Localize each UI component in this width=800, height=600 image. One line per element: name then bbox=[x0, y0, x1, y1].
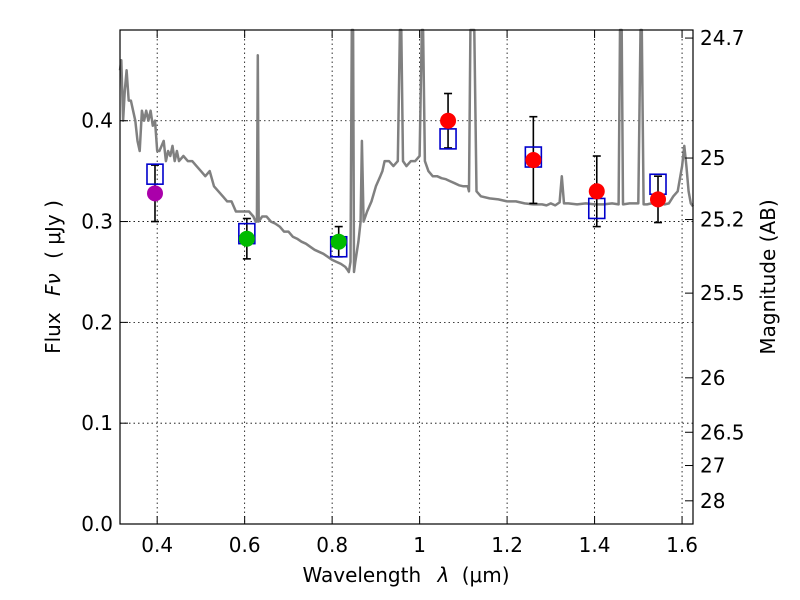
right-tick-label: 26 bbox=[700, 366, 725, 390]
y-axis-title: Flux Fν ( μJy ) bbox=[41, 200, 65, 354]
right-tick-label: 25.5 bbox=[700, 281, 745, 305]
y-axis-title-symbol: Fν bbox=[41, 273, 65, 296]
x-tick-label: 0.8 bbox=[316, 533, 348, 557]
model-flux-marker bbox=[146, 163, 164, 185]
x-tick-label: 0.4 bbox=[141, 533, 173, 557]
y-tick-label: 0.1 bbox=[81, 411, 113, 435]
observed-flux-point bbox=[440, 112, 457, 129]
right-tick-label: 28 bbox=[700, 489, 725, 513]
y-tick-label: 0.0 bbox=[81, 512, 113, 536]
right-tick-layer: 24.7 25 25.2 25.5 26 26.5 27 28 bbox=[685, 26, 745, 513]
right-tick-label: 25 bbox=[700, 146, 725, 170]
right-axis-title: Magnitude (AB) bbox=[756, 199, 780, 354]
plot-frame bbox=[119, 29, 694, 525]
x-axis-title-prefix: Wavelength bbox=[302, 563, 421, 587]
x-axis-title-unit: (μm) bbox=[462, 563, 510, 587]
right-tick-label: 25.2 bbox=[700, 208, 745, 232]
y-tick-label: 0.3 bbox=[81, 210, 113, 234]
errorbar-layer bbox=[150, 92, 663, 260]
grid-layer bbox=[120, 30, 693, 525]
x-tick-label: 0.6 bbox=[229, 533, 261, 557]
x-tick-label: 1.4 bbox=[579, 533, 611, 557]
observed-flux-point bbox=[330, 233, 347, 250]
right-tick-label: 24.7 bbox=[700, 26, 745, 50]
spectrum-layer bbox=[118, 28, 695, 274]
observed-flux-point bbox=[146, 185, 163, 202]
observation-layer bbox=[146, 112, 667, 250]
observed-flux-point bbox=[525, 152, 542, 169]
x-tick-label: 1.2 bbox=[491, 533, 523, 557]
x-axis-title-symbol: λ bbox=[437, 563, 450, 587]
observed-flux-point bbox=[588, 183, 605, 200]
y-tick-label: 0.4 bbox=[81, 109, 113, 133]
observed-flux-point bbox=[650, 191, 667, 208]
y-axis-title-prefix: Flux bbox=[41, 312, 65, 354]
y-axis-title-unit: ( μJy ) bbox=[41, 200, 65, 259]
x-tick-label: 1 bbox=[413, 533, 426, 557]
x-tick-layer: 0.4 0.6 0.8 1 1.2 1.4 1.6 bbox=[141, 30, 698, 557]
y-tick-layer: 0.0 0.1 0.2 0.3 0.4 bbox=[81, 109, 128, 536]
right-tick-label: 27 bbox=[700, 454, 725, 478]
observed-flux-point bbox=[238, 230, 255, 247]
model-flux-marker bbox=[439, 128, 457, 150]
right-tick-label: 26.5 bbox=[700, 420, 745, 444]
x-tick-label: 1.6 bbox=[666, 533, 698, 557]
model-spectrum-line bbox=[118, 28, 695, 274]
y-tick-label: 0.2 bbox=[81, 310, 113, 334]
x-axis-title: Wavelength λ (μm) bbox=[302, 563, 509, 587]
model-point-layer bbox=[146, 128, 667, 258]
